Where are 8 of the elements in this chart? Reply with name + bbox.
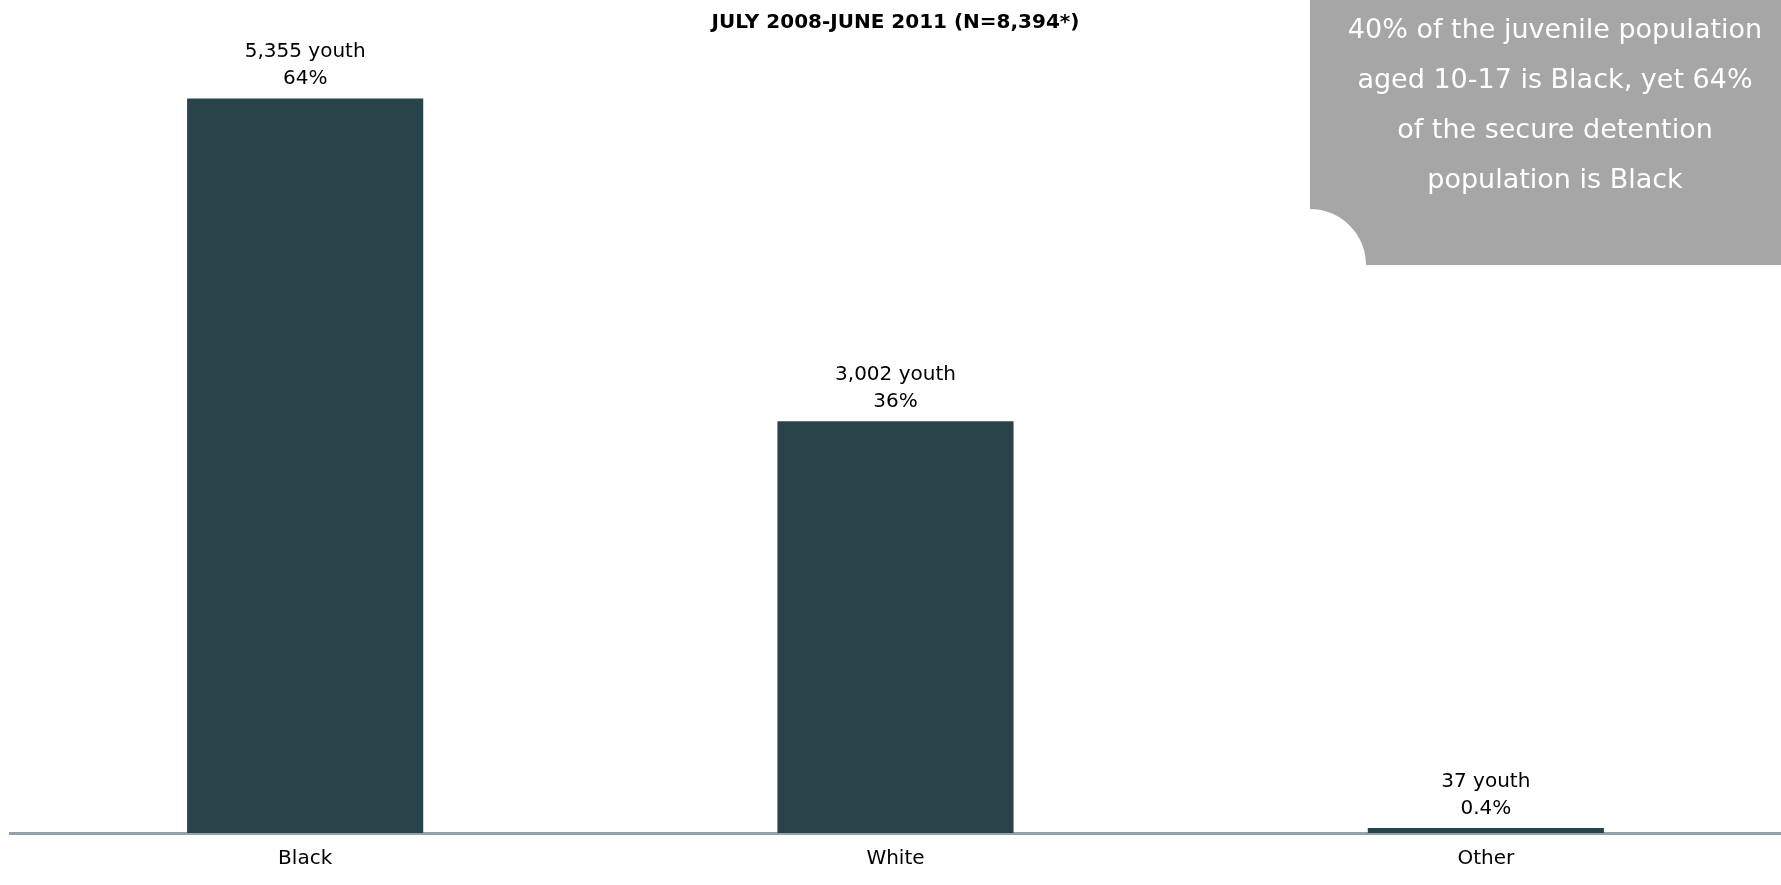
x-tick-label: Other bbox=[1457, 845, 1515, 870]
data-label: 5,355 youth 64% bbox=[244, 38, 366, 90]
data-label: 37 youth 0.4% bbox=[1441, 767, 1531, 819]
x-tick-label: White bbox=[866, 845, 925, 870]
chart-title: JULY 2008-JUNE 2011 (N=8,394*) bbox=[709, 9, 1080, 33]
annotation: 40% of the juvenile population aged 10-17 is Black, yet 64% of the secure detention population is Black bbox=[1346, 12, 1764, 196]
data-label: 3,002 youth 36% bbox=[835, 361, 956, 413]
x-tick-label: Black bbox=[278, 845, 333, 870]
